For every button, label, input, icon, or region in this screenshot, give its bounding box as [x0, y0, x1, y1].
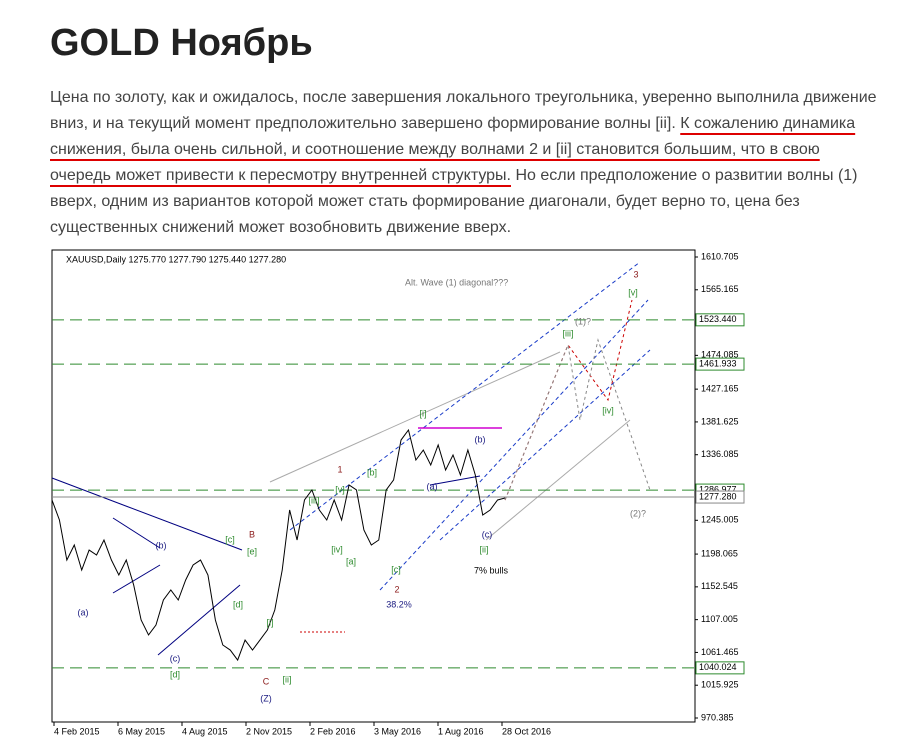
wave-label: (a)	[427, 481, 438, 491]
wave-label: [c]	[225, 534, 235, 544]
y-tick-label: 1198.065	[701, 548, 738, 558]
level-label: 1040.024	[699, 662, 737, 672]
chart-header: XAUUSD,Daily 1275.770 1277.790 1275.440 …	[66, 254, 286, 264]
trend-line	[112, 517, 161, 549]
article-title: GOLD Ноябрь	[50, 22, 313, 64]
wave-label: (b)	[156, 540, 167, 550]
wave-label: (1)?	[575, 316, 591, 326]
x-tick-label: 2 Nov 2015	[246, 726, 292, 736]
trend-line	[429, 475, 481, 486]
text: Но если предположение о развитии волны (…	[50, 167, 858, 236]
wave-label: 2	[394, 584, 399, 594]
wave-label: (b)	[475, 434, 486, 444]
wave-label: (a)	[78, 607, 89, 617]
wave-label: [a]	[346, 556, 356, 566]
trend-line	[157, 584, 241, 656]
article-text: Цена по золоту, как и ожидалось, после з…	[50, 85, 880, 241]
wave-label: [iii]	[563, 328, 574, 338]
wave-label: [iii]	[309, 495, 320, 505]
y-tick-label: 1427.165	[701, 384, 739, 394]
wave-label: [d]	[170, 669, 180, 679]
wave-label: C	[263, 676, 270, 686]
trend-line	[112, 564, 161, 594]
level-box	[695, 661, 745, 675]
x-tick-label: 2 Feb 2016	[310, 726, 356, 736]
wave-label: [e]	[247, 546, 257, 556]
wave-label: (c)	[482, 529, 493, 539]
x-tick-label: 3 May 2016	[374, 726, 421, 736]
wave-label: 3	[633, 269, 638, 279]
wave-label: [d]	[233, 599, 243, 609]
y-tick-label: 1565.165	[701, 284, 739, 294]
y-tick-label: 1381.625	[701, 416, 739, 426]
wave-label: [v]	[628, 287, 638, 297]
channel-line	[289, 261, 641, 531]
y-tick-label: 1336.085	[701, 449, 739, 459]
wave-label: [iv]	[602, 405, 614, 415]
y-tick-label: 1107.005	[701, 614, 738, 624]
level-box	[695, 313, 745, 327]
wave-label: [v]	[335, 484, 345, 494]
wave-label: [b]	[367, 467, 377, 477]
drawings	[51, 261, 651, 656]
x-tick-label: 4 Feb 2015	[54, 726, 100, 736]
level-label: 1286.977	[699, 484, 737, 494]
y-tick-label: 1152.545	[701, 581, 738, 591]
wave-label: [c]	[391, 564, 401, 574]
price-line	[51, 428, 506, 662]
y-tick-label: 1610.705	[701, 251, 739, 261]
projection	[504, 338, 651, 501]
level-label: 1277.280	[699, 491, 737, 501]
wave-label: (2)?	[630, 508, 646, 518]
wave-label: [ii]	[480, 544, 489, 554]
x-tick-label: 4 Aug 2015	[182, 726, 228, 736]
channel-line	[379, 299, 649, 591]
trend-line	[485, 419, 631, 541]
level-box	[695, 357, 745, 371]
wave-label: Alt. Wave (1) diagonal???	[405, 277, 508, 287]
trend-line	[51, 477, 243, 551]
channel-line	[439, 349, 651, 541]
x-tick-label: 28 Oct 2016	[502, 726, 551, 736]
y-tick-label: 970.385	[701, 712, 734, 722]
trend-line	[269, 351, 561, 483]
wave-label: B	[249, 529, 255, 539]
wave-label: (Z)	[260, 693, 272, 703]
wave-label: [i]	[419, 408, 426, 418]
text: Цена по золоту, как и ожидалось, после з…	[50, 89, 877, 132]
wave-label: [ii]	[283, 674, 292, 684]
wave-label: (c)	[170, 653, 181, 663]
x-tick-label: 1 Aug 2016	[438, 726, 484, 736]
y-tick-label: 1245.005	[701, 515, 739, 525]
underlined-text: К сожалению динамика снижения, была очен…	[50, 115, 856, 184]
level-label: 1461.933	[699, 358, 737, 368]
y-tick-label: 1015.925	[701, 680, 739, 690]
wave-label: 38.2%	[386, 599, 412, 609]
level-label: 1523.440	[699, 314, 737, 324]
level-box	[695, 490, 745, 504]
wave-label: 1	[337, 464, 342, 474]
wave-label: [iv]	[331, 544, 343, 554]
wave-label: [i]	[266, 617, 273, 627]
plot-frame	[51, 249, 696, 723]
x-tick-label: 6 May 2015	[118, 726, 165, 736]
y-tick-label: 1061.465	[701, 647, 739, 657]
wave-label: 7% bulls	[474, 565, 509, 575]
y-tick-label: 1474.085	[701, 350, 739, 360]
